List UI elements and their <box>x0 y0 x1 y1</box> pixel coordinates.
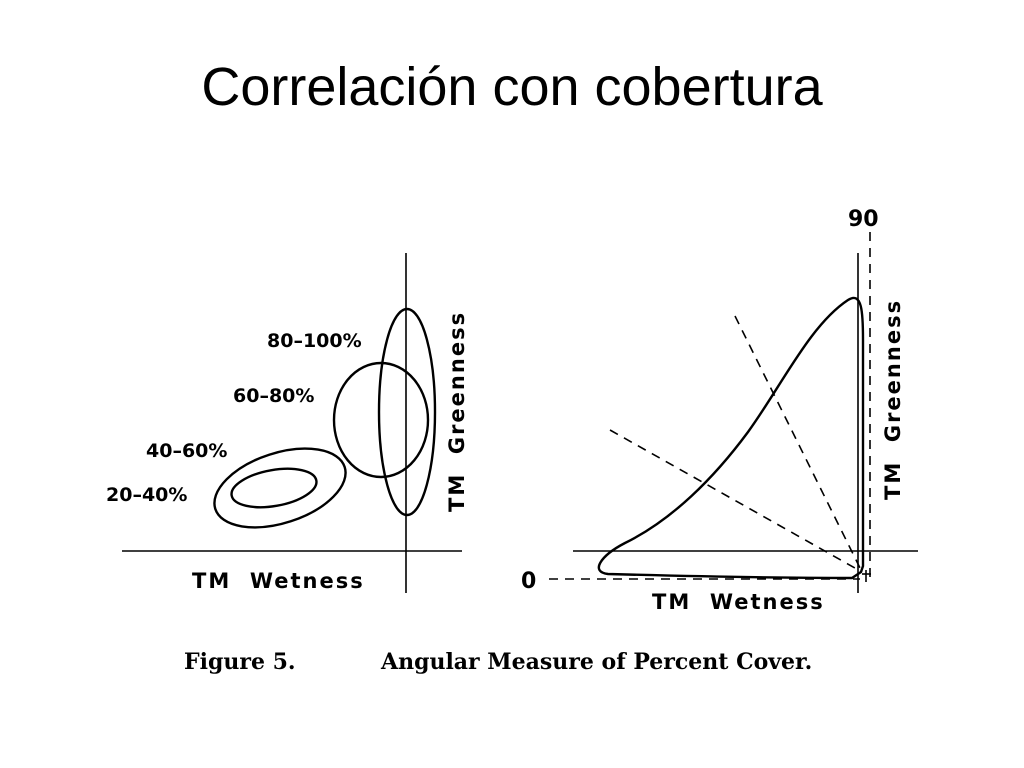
class-label-40-60: 40–60% <box>146 440 227 462</box>
right-x-axis-label: TM Wetness <box>652 590 825 614</box>
caption-figure-label: Figure 5. <box>184 649 296 675</box>
cover-curve <box>597 296 865 580</box>
angle-min-label: 0 <box>521 569 536 594</box>
left-plot: 80–100% 60–80% 40–60% 20–40% TM Wetness … <box>106 253 469 593</box>
angle-max-label: 90 <box>848 207 879 232</box>
ellipse-20-40 <box>230 467 318 509</box>
class-label-80-100: 80–100% <box>267 330 362 352</box>
ellipse-60-80 <box>332 361 430 479</box>
right-y-axis-label: TM Greenness <box>881 299 905 500</box>
right-plot: 90 0 TM Wetness TM Greenness <box>521 207 918 614</box>
left-x-axis-label: TM Wetness <box>192 569 365 593</box>
angle-line-shallow <box>609 429 863 573</box>
class-label-20-40: 20–40% <box>106 484 187 506</box>
ellipse-80-100 <box>377 307 437 517</box>
left-y-axis-label: TM Greenness <box>445 311 469 512</box>
class-label-60-80: 60–80% <box>233 385 314 407</box>
ellipse-40-60 <box>213 447 347 529</box>
figure-caption: Figure 5. Angular Measure of Percent Cov… <box>184 649 812 675</box>
slide-title: Correlación con cobertura <box>201 57 823 117</box>
caption-text: Angular Measure of Percent Cover. <box>380 649 812 675</box>
